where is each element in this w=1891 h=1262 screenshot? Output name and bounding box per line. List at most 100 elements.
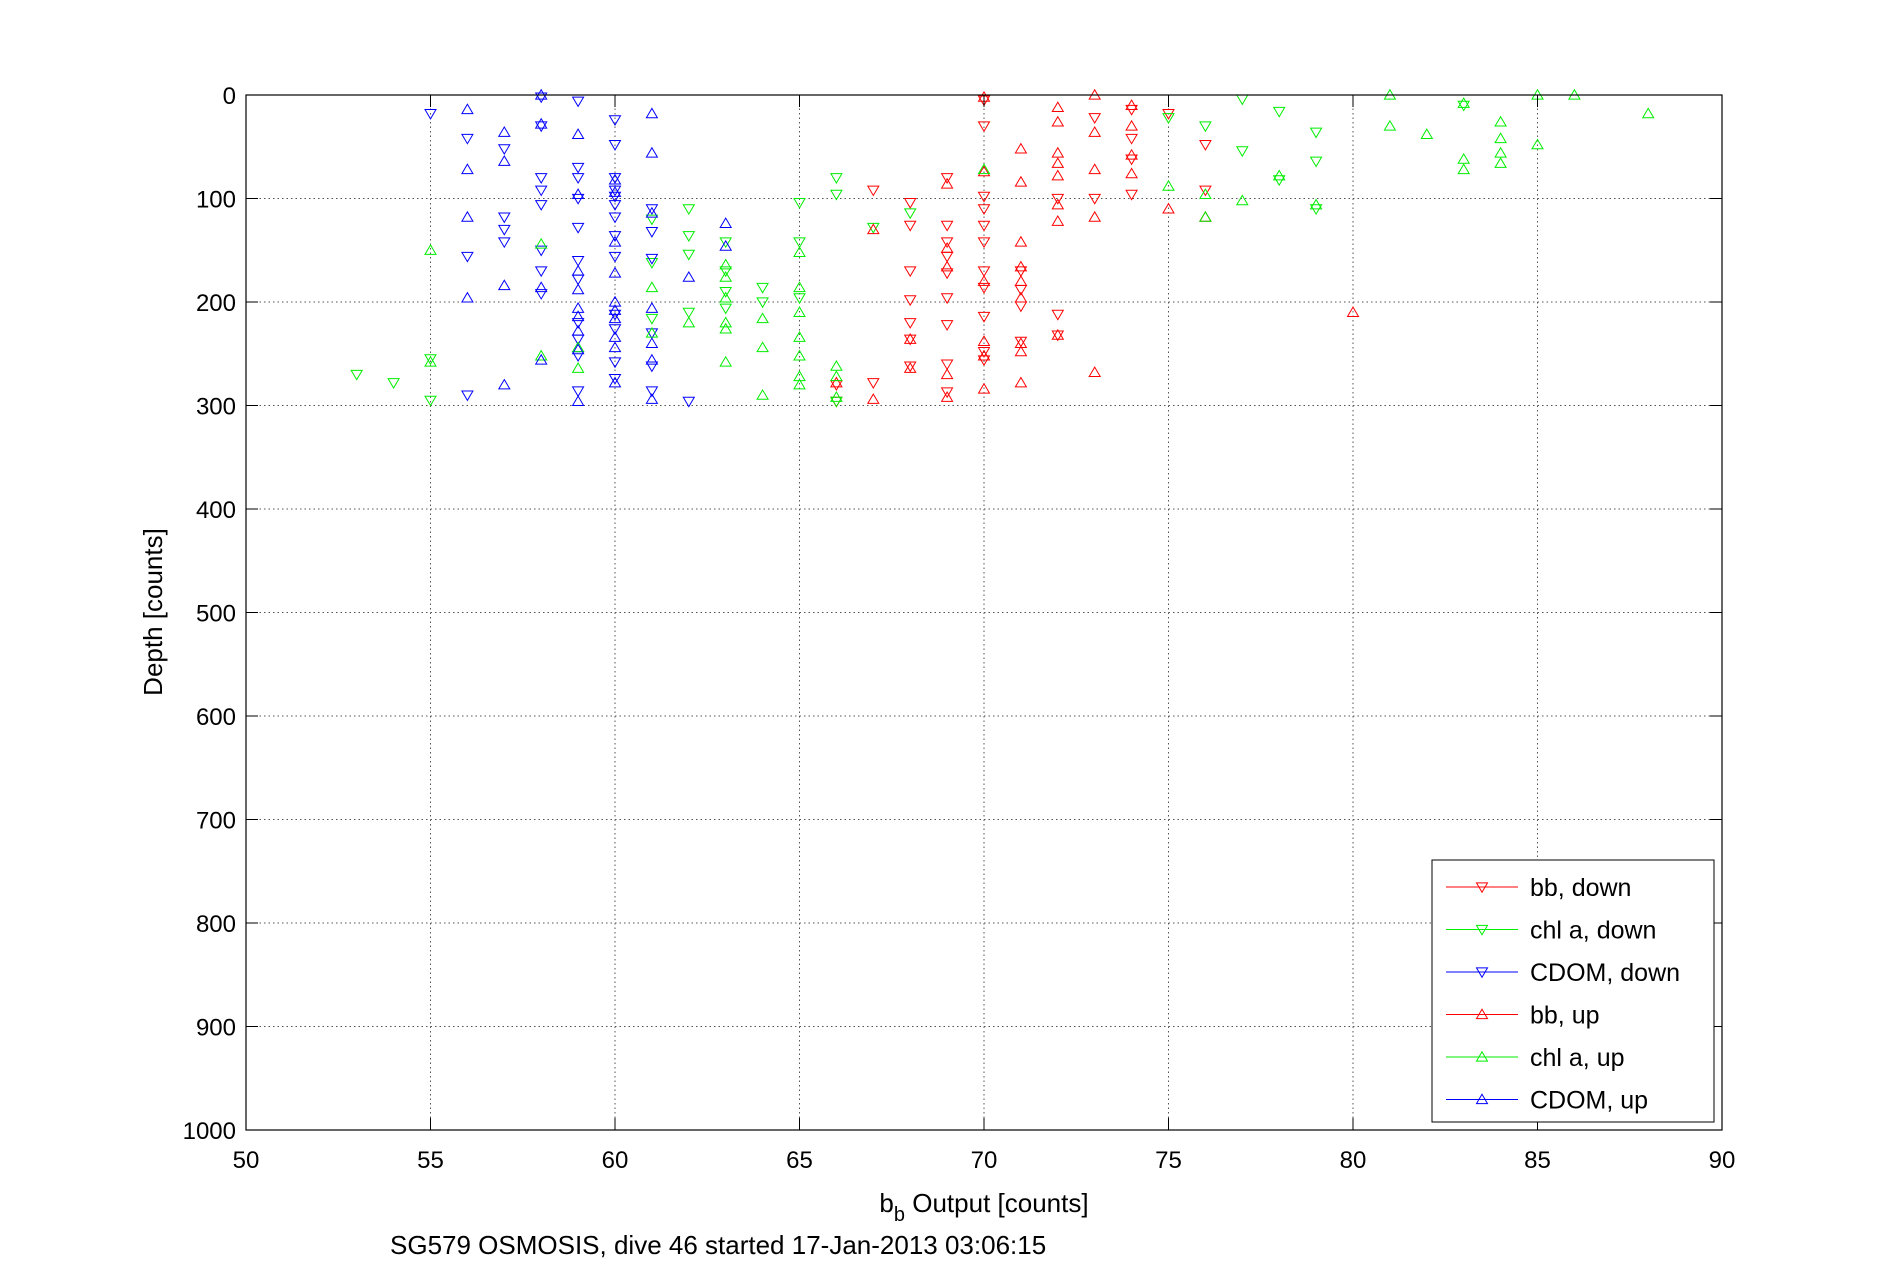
data-point (682, 307, 696, 319)
data-point (461, 390, 474, 402)
data-point (608, 186, 622, 197)
data-point (866, 393, 880, 404)
data-point (682, 231, 696, 242)
data-point (903, 295, 917, 307)
data-point (608, 266, 622, 278)
data-point (977, 282, 991, 294)
data-point (1272, 169, 1286, 181)
data-point (1457, 152, 1471, 164)
data-point (1088, 210, 1102, 222)
data-point (645, 214, 659, 226)
data-point (793, 237, 806, 249)
data-point (1051, 198, 1065, 210)
data-point (571, 264, 585, 276)
data-point (756, 312, 769, 324)
data-point (1125, 167, 1138, 179)
data-point (977, 382, 991, 394)
data-point (571, 128, 585, 139)
data-point (645, 107, 659, 119)
data-point (903, 198, 917, 209)
data-point (719, 270, 733, 282)
data-point (903, 318, 917, 329)
data-point (608, 295, 622, 307)
data-point (830, 173, 843, 185)
data-point (719, 266, 733, 278)
data-point (756, 388, 769, 400)
data-point (497, 224, 511, 236)
data-point (940, 268, 954, 280)
data-point (424, 109, 437, 120)
data-point (534, 349, 548, 361)
y-tick-label: 200 (196, 290, 236, 317)
data-point (645, 146, 659, 158)
data-point (866, 223, 880, 235)
data-point (1162, 113, 1175, 124)
data-point (1199, 140, 1212, 151)
y-tick-label: 100 (196, 187, 236, 214)
data-point (719, 316, 733, 328)
data-point (1125, 99, 1138, 110)
data-point (1199, 185, 1212, 197)
data-point (645, 258, 659, 269)
y-tick-label: 900 (196, 1015, 236, 1042)
data-point (571, 310, 585, 322)
data-point (940, 320, 954, 331)
data-point (682, 204, 696, 216)
legend-label: bb, down (1530, 874, 1631, 902)
data-point (830, 396, 843, 408)
data-point (1014, 175, 1028, 187)
data-point (977, 204, 991, 216)
data-point (793, 370, 806, 382)
data-point (1051, 169, 1065, 181)
data-point (830, 370, 843, 382)
data-point (608, 304, 622, 315)
data-point (645, 253, 659, 265)
data-point (719, 258, 733, 270)
data-point (571, 395, 585, 406)
data-point (1014, 376, 1028, 388)
data-point (608, 200, 622, 211)
data-point (1051, 146, 1065, 158)
data-point (608, 191, 622, 203)
data-point (719, 355, 733, 367)
data-point (719, 322, 733, 334)
data-point (1051, 215, 1065, 226)
data-markers (350, 88, 1655, 408)
data-point (1494, 115, 1507, 127)
data-point (534, 173, 548, 185)
data-point (645, 226, 659, 238)
data-point (977, 191, 991, 203)
data-point (903, 220, 917, 232)
data-point (424, 395, 437, 407)
data-point (1125, 148, 1138, 160)
data-point (497, 279, 511, 291)
legend-marker (1475, 967, 1489, 979)
x-axis-label: bb Output [counts] (879, 1188, 1088, 1226)
data-point (645, 326, 659, 338)
data-point (1088, 126, 1102, 137)
data-point (534, 353, 548, 365)
data-point (793, 330, 806, 342)
data-point (571, 193, 585, 205)
data-point (571, 173, 585, 185)
data-point (424, 244, 437, 255)
data-point (793, 293, 806, 305)
data-point (645, 301, 659, 313)
data-point (1051, 328, 1065, 340)
data-point (1014, 260, 1028, 272)
data-point (534, 92, 548, 104)
data-point (793, 246, 806, 257)
data-point (1235, 194, 1249, 206)
data-point (497, 378, 511, 390)
y-tick-label: 1000 (183, 1118, 236, 1145)
data-point (793, 378, 806, 390)
data-point (461, 291, 474, 303)
y-tick-label: 500 (196, 601, 236, 628)
data-point (1531, 138, 1544, 150)
data-point (534, 200, 548, 211)
legend-label: CDOM, up (1530, 1087, 1648, 1115)
data-point (940, 359, 954, 371)
data-point (719, 303, 733, 315)
data-point (534, 245, 548, 257)
